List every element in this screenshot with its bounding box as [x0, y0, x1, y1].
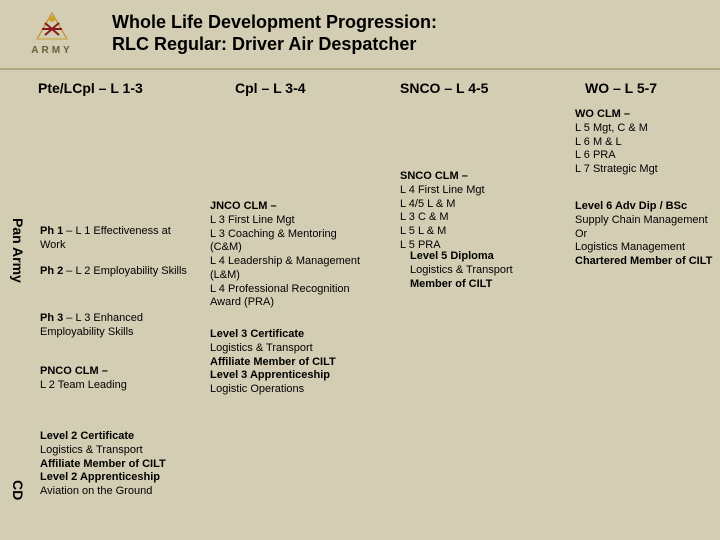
- jnco-l2: L 3 Coaching & Mentoring (C&M): [210, 228, 365, 256]
- col1-header: Pte/LCpl – L 1-3: [38, 80, 143, 96]
- snco-l4: L 5 L & M: [400, 225, 550, 239]
- jnco-block: JNCO CLM – L 3 First Line Mgt L 3 Coachi…: [210, 200, 365, 310]
- snco-l1: L 4 First Line Mgt: [400, 184, 550, 198]
- col2-cert-head: Level 3 Certificate: [210, 328, 365, 342]
- logo-text: ARMY: [31, 45, 72, 56]
- wo-l2: L 6 M & L: [575, 136, 715, 150]
- col2-cert-l4: Logistic Operations: [210, 383, 365, 397]
- col4-header: WO – L 5-7: [585, 80, 657, 96]
- col1-cert-l3: Level 2 Apprenticeship: [40, 471, 210, 485]
- wo-head: WO CLM –: [575, 108, 715, 122]
- adv-l1: Supply Chain Management: [575, 214, 720, 228]
- wo-block: WO CLM – L 5 Mgt, C & M L 6 M & L L 6 PR…: [575, 108, 715, 177]
- header: ARMY Whole Life Development Progression:…: [0, 0, 720, 70]
- col1-cert-head: Level 2 Certificate: [40, 430, 210, 444]
- adv-head: Level 6 Adv Dip / BSc: [575, 200, 720, 214]
- dip-l2: Member of CILT: [410, 278, 560, 292]
- adv-l2: Or: [575, 228, 720, 242]
- jnco-head: JNCO CLM –: [210, 200, 365, 214]
- col1-cert-l4: Aviation on the Ground: [40, 485, 210, 499]
- wo-l4: L 7 Strategic Mgt: [575, 163, 715, 177]
- col2-cert-l3: Level 3 Apprenticeship: [210, 369, 365, 383]
- ph2-body: – L 2 Employability Skills: [63, 265, 187, 277]
- ph3-head: Ph 3: [40, 312, 63, 324]
- snco-l3: L 3 C & M: [400, 211, 550, 225]
- content-grid: Pte/LCpl – L 1-3 Cpl – L 3-4 SNCO – L 4-…: [0, 70, 720, 530]
- jnco-l1: L 3 First Line Mgt: [210, 214, 365, 228]
- pnco-head: PNCO CLM –: [40, 365, 190, 379]
- snco-l2: L 4/5 L & M: [400, 198, 550, 212]
- col3-header: SNCO – L 4-5: [400, 80, 488, 96]
- ph2-block: Ph 2 – L 2 Employability Skills: [40, 265, 190, 279]
- title-line-1: Whole Life Development Progression:: [112, 11, 437, 34]
- title-line-2: RLC Regular: Driver Air Despatcher: [112, 33, 437, 56]
- dip-head: Level 5 Diploma: [410, 250, 560, 264]
- col2-cert-block: Level 3 Certificate Logistics & Transpor…: [210, 328, 365, 397]
- jnco-l3: L 4 Leadership & Management (L&M): [210, 255, 365, 283]
- col3-dip-block: Level 5 Diploma Logistics & Transport Me…: [410, 250, 560, 291]
- col2-header: Cpl – L 3-4: [235, 80, 306, 96]
- pnco-body: L 2 Team Leading: [40, 379, 190, 393]
- side-label-cd: CD: [10, 480, 26, 500]
- jnco-l4: L 4 Professional Recognition Award (PRA): [210, 283, 365, 311]
- wo-l3: L 6 PRA: [575, 149, 715, 163]
- adv-l4: Chartered Member of CILT: [575, 255, 720, 269]
- ph3-block: Ph 3 – L 3 Enhanced Employability Skills: [40, 312, 190, 340]
- pnco-block: PNCO CLM – L 2 Team Leading: [40, 365, 190, 393]
- adv-l3: Logistics Management: [575, 241, 720, 255]
- col2-cert-l2: Affiliate Member of CILT: [210, 356, 365, 370]
- army-logo: ARMY: [12, 8, 92, 58]
- col1-cert-l2: Affiliate Member of CILT: [40, 458, 210, 472]
- snco-block: SNCO CLM – L 4 First Line Mgt L 4/5 L & …: [400, 170, 550, 253]
- ph1-head: Ph 1: [40, 225, 63, 237]
- crest-icon: [27, 11, 77, 43]
- dip-l1: Logistics & Transport: [410, 264, 560, 278]
- page-title: Whole Life Development Progression: RLC …: [112, 11, 437, 56]
- ph1-block: Ph 1 – L 1 Effectiveness at Work: [40, 225, 190, 253]
- col2-cert-l1: Logistics & Transport: [210, 342, 365, 356]
- wo-l1: L 5 Mgt, C & M: [575, 122, 715, 136]
- col1-cert-block: Level 2 Certificate Logistics & Transpor…: [40, 430, 210, 499]
- snco-head: SNCO CLM –: [400, 170, 550, 184]
- ph2-head: Ph 2: [40, 265, 63, 277]
- side-label-pan-army: Pan Army: [10, 218, 26, 283]
- col1-cert-l1: Logistics & Transport: [40, 444, 210, 458]
- col4-adv-block: Level 6 Adv Dip / BSc Supply Chain Manag…: [575, 200, 720, 269]
